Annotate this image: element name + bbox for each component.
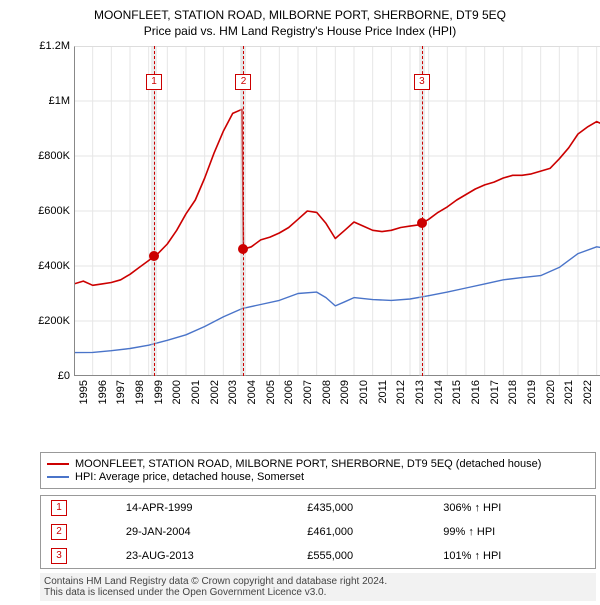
event-row: 1 14-APR-1999£435,000306% ↑ HPI (41, 496, 596, 521)
event-marker-box: 3 (414, 74, 430, 90)
legend-item: MOONFLEET, STATION ROAD, MILBORNE PORT, … (47, 458, 589, 470)
x-tick-label: 2017 (489, 380, 501, 404)
title-line-2: Price paid vs. HM Land Registry's House … (6, 24, 594, 38)
event-pct: 306% ↑ HPI (433, 496, 595, 521)
footer-line-2: This data is licensed under the Open Gov… (44, 587, 592, 598)
event-date: 23-AUG-2013 (116, 544, 297, 569)
x-tick-label: 2008 (321, 380, 333, 404)
y-tick-label: £800K (30, 150, 70, 162)
x-tick-label: 2001 (190, 380, 202, 404)
legend-swatch (47, 463, 69, 465)
x-tick-label: 2019 (526, 380, 538, 404)
y-tick-label: £400K (30, 260, 70, 272)
x-tick-label: 1999 (153, 380, 165, 404)
y-tick-label: £200K (30, 315, 70, 327)
event-number-box: 2 (51, 524, 67, 540)
event-pct: 99% ↑ HPI (433, 520, 595, 544)
x-tick-label: 2006 (283, 380, 295, 404)
legend-label: HPI: Average price, detached house, Some… (75, 471, 304, 483)
x-tick-label: 2003 (227, 380, 239, 404)
footer: Contains HM Land Registry data © Crown c… (40, 573, 596, 601)
event-date: 29-JAN-2004 (116, 520, 297, 544)
y-tick-label: £1.2M (30, 40, 70, 52)
x-tick-label: 2000 (171, 380, 183, 404)
x-tick-label: 1997 (115, 380, 127, 404)
event-pct: 101% ↑ HPI (433, 544, 595, 569)
y-tick-label: £1M (30, 95, 70, 107)
event-marker-box: 2 (235, 74, 251, 90)
legend: MOONFLEET, STATION ROAD, MILBORNE PORT, … (40, 452, 596, 489)
event-point (417, 218, 427, 228)
y-tick-label: £0 (30, 370, 70, 382)
x-tick-label: 2013 (414, 380, 426, 404)
chart-container: MOONFLEET, STATION ROAD, MILBORNE PORT, … (0, 0, 600, 605)
event-number-box: 1 (51, 500, 67, 516)
x-tick-label: 2007 (302, 380, 314, 404)
plot-area: £0£200K£400K£600K£800K£1M£1.2M1995199619… (74, 46, 600, 376)
event-marker-box: 1 (146, 74, 162, 90)
plot-outer: £0£200K£400K£600K£800K£1M£1.2M1995199619… (6, 44, 600, 414)
x-tick-label: 2012 (395, 380, 407, 404)
event-row: 2 29-JAN-2004£461,00099% ↑ HPI (41, 520, 596, 544)
x-tick-label: 2004 (246, 380, 258, 404)
event-dash-line (154, 46, 155, 376)
x-tick-label: 1998 (134, 380, 146, 404)
x-tick-label: 2014 (433, 380, 445, 404)
event-price: £435,000 (297, 496, 433, 521)
event-row: 3 23-AUG-2013£555,000101% ↑ HPI (41, 544, 596, 569)
event-dash-line (243, 46, 244, 376)
event-date: 14-APR-1999 (116, 496, 297, 521)
x-tick-label: 2016 (470, 380, 482, 404)
x-tick-label: 2015 (451, 380, 463, 404)
event-price: £555,000 (297, 544, 433, 569)
event-point (238, 244, 248, 254)
events-table: 1 14-APR-1999£435,000306% ↑ HPI 2 29-JAN-20… (40, 495, 596, 569)
x-tick-label: 2002 (209, 380, 221, 404)
x-tick-label: 1995 (78, 380, 90, 404)
legend-item: HPI: Average price, detached house, Some… (47, 471, 589, 483)
x-tick-label: 2022 (582, 380, 594, 404)
x-tick-label: 1996 (97, 380, 109, 404)
event-number-box: 3 (51, 548, 67, 564)
x-tick-label: 2010 (358, 380, 370, 404)
title-line-1: MOONFLEET, STATION ROAD, MILBORNE PORT, … (6, 8, 594, 22)
y-tick-label: £600K (30, 205, 70, 217)
x-tick-label: 2018 (507, 380, 519, 404)
x-tick-label: 2009 (339, 380, 351, 404)
event-dash-line (422, 46, 423, 376)
x-tick-label: 2005 (265, 380, 277, 404)
legend-label: MOONFLEET, STATION ROAD, MILBORNE PORT, … (75, 458, 541, 470)
x-tick-label: 2011 (377, 380, 389, 404)
titles: MOONFLEET, STATION ROAD, MILBORNE PORT, … (6, 8, 594, 38)
event-price: £461,000 (297, 520, 433, 544)
x-tick-label: 2021 (563, 380, 575, 404)
legend-swatch (47, 476, 69, 478)
axis-wrapper: £0£200K£400K£600K£800K£1M£1.2M1995199619… (40, 44, 600, 374)
x-tick-label: 2020 (545, 380, 557, 404)
event-point (149, 251, 159, 261)
footer-line-1: Contains HM Land Registry data © Crown c… (44, 576, 592, 587)
